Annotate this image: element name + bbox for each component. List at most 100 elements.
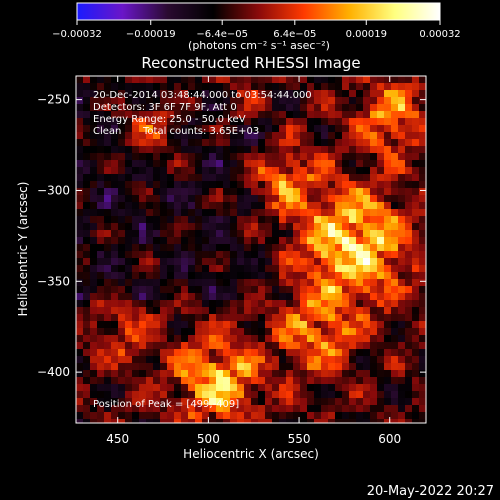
heatmap-cell [146,391,153,398]
heatmap-cell [370,377,377,384]
heatmap-cell [342,104,349,111]
heatmap-cell [391,258,398,265]
heatmap-cell [223,230,230,237]
heatmap-cell [97,314,104,321]
heatmap-cell [216,412,223,419]
heatmap-cell [342,237,349,244]
heatmap-cell [321,167,328,174]
heatmap-cell [342,258,349,265]
heatmap-cell [258,328,265,335]
heatmap-cell [111,209,118,216]
heatmap-cell [195,293,202,300]
heatmap-cell [104,405,111,412]
heatmap-cell [300,223,307,230]
heatmap-cell [244,342,251,349]
heatmap-cell [258,307,265,314]
heatmap-cell [258,76,265,83]
heatmap-cell [139,342,146,349]
heatmap-cell [174,258,181,265]
heatmap-cell [111,251,118,258]
heatmap-cell [181,342,188,349]
heatmap-cell [279,104,286,111]
heatmap-cell [125,279,132,286]
heatmap-cell [223,377,230,384]
heatmap-cell [307,342,314,349]
heatmap-cell [118,370,125,377]
heatmap-cell [279,90,286,97]
heatmap-cell [314,293,321,300]
heatmap-cell [384,384,391,391]
heatmap-cell [300,160,307,167]
heatmap-cell [223,90,230,97]
heatmap-cell [251,342,258,349]
heatmap-cell [132,272,139,279]
heatmap-cell [146,307,153,314]
heatmap-cell [153,195,160,202]
heatmap-cell [384,174,391,181]
heatmap-cell [223,146,230,153]
heatmap-cell [251,237,258,244]
heatmap-cell [391,230,398,237]
heatmap-cell [160,153,167,160]
heatmap-cell [356,223,363,230]
heatmap-cell [76,328,83,335]
heatmap-cell [118,335,125,342]
heatmap-cell [237,223,244,230]
heatmap-cell [132,293,139,300]
heatmap-cell [363,370,370,377]
heatmap-cell [132,377,139,384]
heatmap-cell [139,328,146,335]
heatmap-cell [328,265,335,272]
heatmap-cell [258,279,265,286]
heatmap-cell [293,349,300,356]
heatmap-cell [223,160,230,167]
heatmap-cell [391,419,398,423]
heatmap-cell [167,321,174,328]
heatmap-cell [398,174,405,181]
heatmap-cell [314,132,321,139]
heatmap-cell [398,384,405,391]
heatmap-cell [230,216,237,223]
heatmap-cell [342,384,349,391]
heatmap-cell [244,167,251,174]
heatmap-cell [370,76,377,83]
heatmap-cell [307,279,314,286]
heatmap-cell [412,419,419,423]
heatmap-cell [342,195,349,202]
heatmap-cell [223,272,230,279]
heatmap-cell [272,181,279,188]
heatmap-cell [167,111,174,118]
heatmap-cell [258,412,265,419]
heatmap-cell [223,139,230,146]
heatmap-cell [293,251,300,258]
heatmap-cell [83,328,90,335]
heatmap-cell [195,328,202,335]
heatmap-cell [377,286,384,293]
heatmap-cell [279,300,286,307]
heatmap-cell [181,118,188,125]
heatmap-cell [202,314,209,321]
heatmap-cell [419,419,426,423]
heatmap-cell [258,97,265,104]
heatmap-cell [167,125,174,132]
heatmap-cell [237,174,244,181]
heatmap-cell [286,237,293,244]
heatmap-cell [307,391,314,398]
heatmap-cell [307,118,314,125]
heatmap-cell [251,307,258,314]
heatmap-cell [314,181,321,188]
heatmap-cell [349,405,356,412]
heatmap-cell [244,174,251,181]
heatmap-cell [125,111,132,118]
heatmap-cell [146,132,153,139]
heatmap-cell [251,195,258,202]
heatmap-cell [321,342,328,349]
heatmap-cell [419,384,426,391]
heatmap-cell [237,111,244,118]
heatmap-cell [349,314,356,321]
heatmap-cell [328,300,335,307]
heatmap-cell [300,293,307,300]
heatmap-cell [83,132,90,139]
heatmap-cell [384,300,391,307]
heatmap-cell [363,146,370,153]
